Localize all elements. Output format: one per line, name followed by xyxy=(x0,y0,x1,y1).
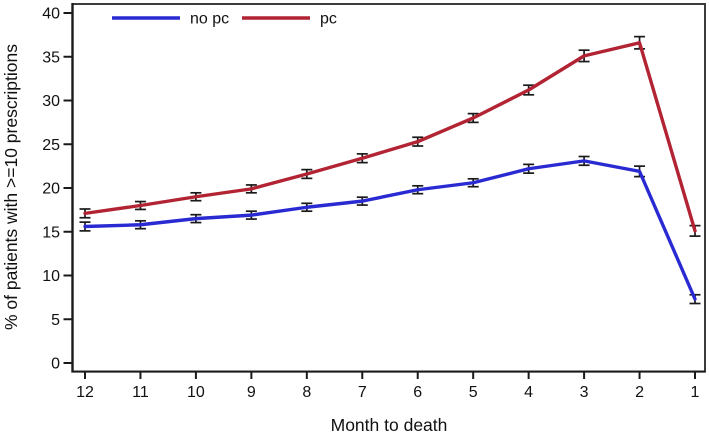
x-tick-label: 12 xyxy=(76,384,94,401)
x-tick-label: 1 xyxy=(691,384,700,401)
series-layer xyxy=(79,35,701,305)
line-pc xyxy=(83,41,697,233)
legend-label-pc: pc xyxy=(320,11,337,28)
y-tick-label: 25 xyxy=(42,137,60,154)
y-tick-label: 20 xyxy=(42,181,60,198)
y-tick-label: 10 xyxy=(42,268,60,285)
legend: no pc pc xyxy=(112,11,337,28)
y-tick-label: 40 xyxy=(42,6,60,23)
x-tick-label: 10 xyxy=(187,384,205,401)
y-tick-label: 5 xyxy=(51,312,60,329)
y-tick-label: 15 xyxy=(42,224,60,241)
legend-label-no-pc: no pc xyxy=(190,11,229,28)
x-tick-label: 4 xyxy=(524,384,533,401)
x-tick-label: 9 xyxy=(247,384,256,401)
x-tick-label: 7 xyxy=(358,384,367,401)
x-tick-label: 6 xyxy=(413,384,422,401)
x-tick-label: 3 xyxy=(580,384,589,401)
y-tick-label: 35 xyxy=(42,49,60,66)
line-no-pc xyxy=(83,159,697,301)
plot-frame xyxy=(71,3,706,373)
x-tick-label: 8 xyxy=(302,384,311,401)
x-axis-ticks: 12 11 10 9 8 7 6 5 4 3 2 1 xyxy=(76,372,700,401)
y-axis-title: % of patients with >=10 prescriptions xyxy=(1,44,21,330)
x-tick-label: 2 xyxy=(635,384,644,401)
series-no-pc xyxy=(79,155,701,305)
x-tick-label: 11 xyxy=(132,384,149,401)
x-tick-label: 5 xyxy=(469,384,478,401)
x-axis-title: Month to death xyxy=(331,415,448,435)
series-pc xyxy=(79,35,701,237)
y-axis-ticks: 0 5 10 15 20 25 30 35 40 xyxy=(42,6,72,373)
y-tick-label: 30 xyxy=(42,93,60,110)
y-tick-label: 0 xyxy=(51,356,60,373)
